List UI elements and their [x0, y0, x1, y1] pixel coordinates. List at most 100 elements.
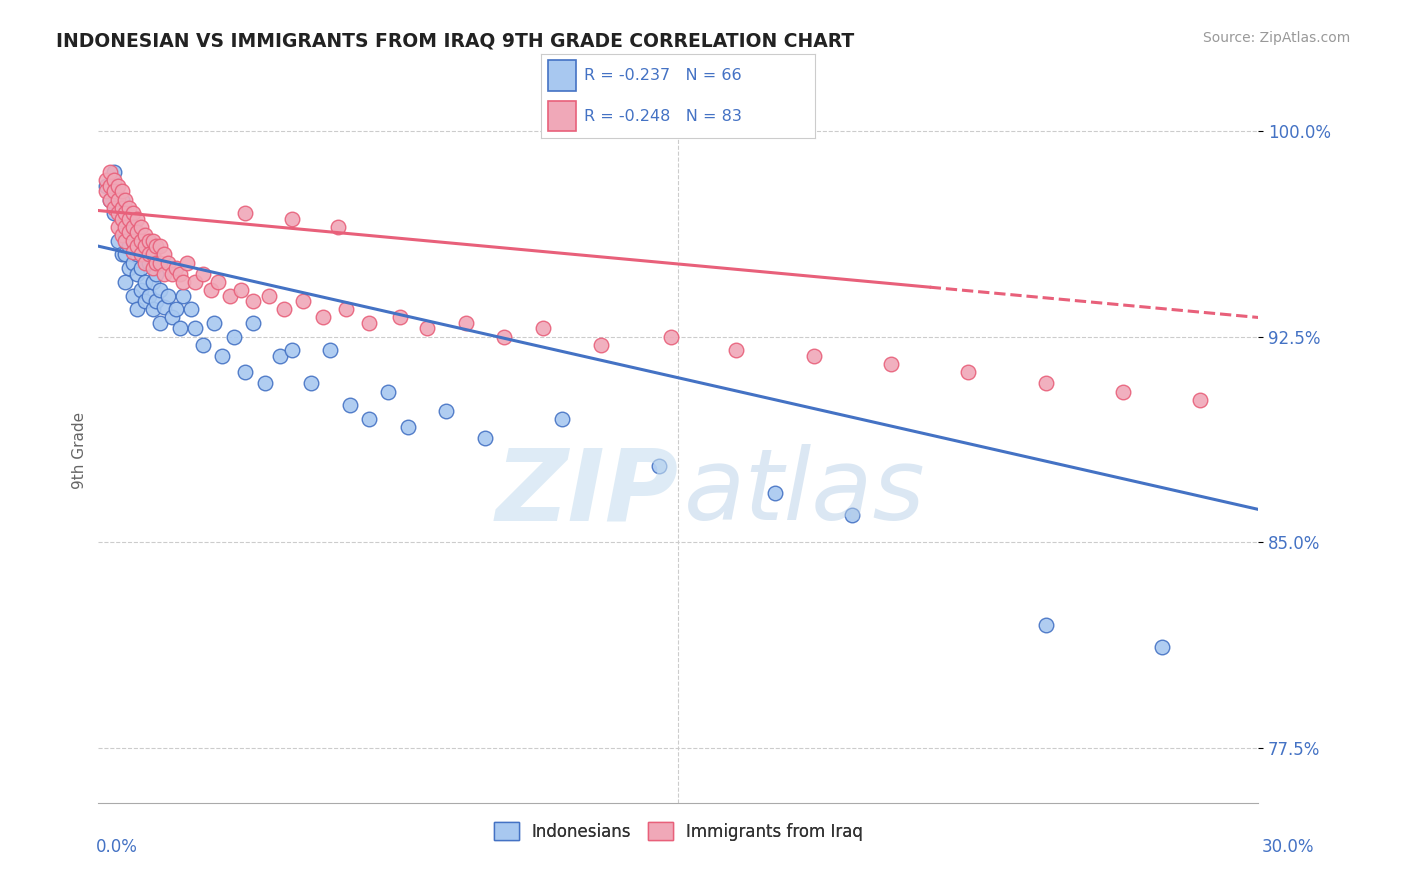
Point [184, 321, 207, 335]
Point [591, 338, 613, 352]
Point [1112, 384, 1135, 399]
Point [253, 376, 276, 391]
Legend: Indonesians, Immigrants from Iraq: Indonesians, Immigrants from Iraq [486, 816, 870, 847]
Point [551, 412, 574, 426]
Point [107, 206, 129, 220]
Point [335, 302, 357, 317]
Point [118, 261, 141, 276]
Point [326, 219, 350, 234]
Point [127, 226, 149, 240]
Point [134, 239, 156, 253]
Point [763, 486, 786, 500]
Point [172, 275, 194, 289]
Point [122, 255, 145, 269]
Point [160, 310, 183, 325]
Point [111, 211, 132, 226]
Point [134, 275, 156, 289]
Point [98, 193, 121, 207]
Point [145, 239, 167, 253]
Point [725, 343, 748, 358]
Text: R = -0.248   N = 83: R = -0.248 N = 83 [583, 109, 742, 124]
Point [184, 275, 207, 289]
Point [200, 283, 222, 297]
Point [160, 267, 183, 281]
Point [281, 211, 304, 226]
Text: ZIP: ZIP [495, 444, 678, 541]
Point [127, 267, 149, 281]
Point [242, 293, 264, 308]
Point [107, 234, 129, 248]
Point [149, 316, 172, 330]
FancyBboxPatch shape [548, 101, 575, 131]
Point [118, 219, 141, 234]
Point [141, 247, 165, 261]
Point [107, 193, 129, 207]
Point [98, 193, 121, 207]
Point [165, 261, 187, 276]
Point [339, 398, 361, 412]
Point [235, 365, 257, 379]
Point [127, 239, 149, 253]
Point [141, 234, 165, 248]
Point [149, 283, 172, 297]
Point [122, 288, 145, 302]
Point [141, 261, 165, 276]
Point [122, 234, 145, 248]
Point [114, 234, 136, 248]
Point [454, 316, 477, 330]
Point [659, 329, 682, 343]
FancyBboxPatch shape [548, 61, 575, 91]
Point [103, 173, 125, 187]
Point [957, 365, 980, 379]
Point [134, 228, 156, 243]
Point [388, 310, 412, 325]
Point [114, 219, 136, 234]
Point [103, 165, 125, 179]
Point [96, 178, 118, 193]
Text: R = -0.237   N = 66: R = -0.237 N = 66 [583, 68, 741, 83]
Point [129, 283, 152, 297]
Point [165, 302, 187, 317]
Point [172, 288, 194, 302]
Point [359, 412, 381, 426]
Point [134, 239, 156, 253]
Point [149, 255, 172, 269]
Point [1189, 392, 1212, 407]
Point [141, 302, 165, 317]
Point [138, 234, 160, 248]
Point [111, 201, 132, 215]
Point [111, 185, 132, 199]
Point [191, 267, 214, 281]
Point [118, 226, 141, 240]
Point [114, 193, 136, 207]
Point [129, 234, 152, 248]
Point [129, 219, 152, 234]
Point [111, 247, 132, 261]
Y-axis label: 9th Grade: 9th Grade [72, 412, 87, 489]
Point [96, 185, 118, 199]
Point [114, 247, 136, 261]
Point [127, 247, 149, 261]
Point [436, 403, 458, 417]
Point [319, 343, 342, 358]
Point [138, 247, 160, 261]
Point [127, 211, 149, 226]
Point [1035, 617, 1057, 632]
Text: atlas: atlas [685, 444, 925, 541]
Point [122, 244, 145, 259]
Point [145, 255, 167, 269]
Point [292, 293, 315, 308]
Text: 30.0%: 30.0% [1263, 838, 1315, 855]
Point [145, 267, 167, 281]
Point [204, 316, 226, 330]
Point [122, 219, 145, 234]
Text: 0.0%: 0.0% [96, 838, 138, 855]
Point [153, 247, 176, 261]
Point [803, 349, 825, 363]
Point [114, 228, 136, 243]
Point [207, 275, 229, 289]
Point [180, 302, 202, 317]
Point [269, 349, 291, 363]
Point [118, 211, 141, 226]
Point [281, 343, 304, 358]
